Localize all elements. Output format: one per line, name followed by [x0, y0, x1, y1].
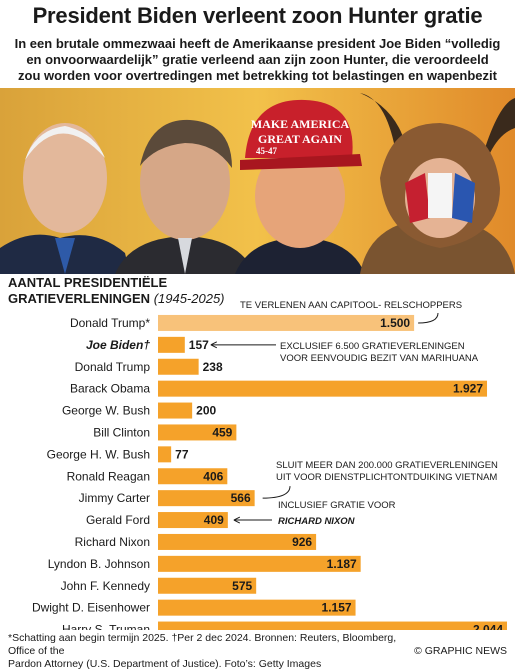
bar: [158, 533, 317, 550]
bar: [158, 380, 488, 397]
category-label: John F. Kennedy: [61, 579, 150, 593]
category-label: Barack Obama: [70, 382, 150, 396]
category-label: Dwight D. Eisenhower: [32, 601, 150, 615]
bar: [158, 512, 228, 529]
subtitle-line: zou worden voor overtredingen met betrek…: [18, 68, 497, 83]
bar: [158, 555, 361, 572]
value-label: 77: [175, 447, 189, 461]
bar: [158, 577, 257, 594]
chart-heading-line2: GRATIEVERLENINGEN: [8, 291, 151, 306]
annotation-text: TE VERLENEN AAN CAPITOOL- RELSCHOPPERS: [240, 300, 462, 311]
annotation-text: RICHARD NIXON: [278, 516, 356, 527]
bar: [158, 336, 185, 353]
chart-heading-line1: AANTAL PRESIDENTIËLE: [8, 275, 168, 290]
annotation-arrow: [262, 486, 291, 499]
value-label: 1.157: [322, 601, 352, 615]
rioter-portrait: [360, 93, 515, 274]
bar: [158, 358, 199, 375]
category-label: Harry S. Truman: [62, 623, 150, 630]
photo-strip: MAKE AMERICA GREAT AGAIN 45-47: [0, 88, 515, 274]
category-label: Joe Biden†: [86, 338, 150, 352]
chart-heading-line2-row: GRATIEVERLENINGEN (1945-2025): [8, 291, 225, 307]
value-label: 926: [292, 535, 312, 549]
annotation-text: UIT VOOR DIENSTPLICHTONTDUIKING VIETNAM: [276, 472, 497, 483]
value-label: 1.927: [453, 382, 483, 396]
value-label: 1.500: [380, 316, 410, 330]
annotation-arrow: [418, 312, 439, 324]
value-label: 1.187: [327, 557, 357, 571]
value-label: 409: [204, 513, 224, 527]
category-label: Jimmy Carter: [79, 491, 150, 505]
annotation-text: EXCLUSIEF 6.500 GRATIEVERLENINGEN: [280, 341, 465, 352]
footer-line2: Pardon Attorney (U.S. Department of Just…: [8, 658, 322, 670]
chart-heading-years: (1945-2025): [153, 291, 225, 306]
annotation-text: SLUIT MEER DAN 200.000 GRATIEVERLENINGEN: [276, 460, 498, 471]
category-label: Ronald Reagan: [67, 469, 150, 483]
annotation-text: VOOR EENVOUDIG BEZIT VAN MARIHUANA: [280, 353, 479, 364]
page-title: President Biden verleent zoon Hunter gra…: [32, 3, 483, 28]
subtitle-line: In een brutale ommezwaai heeft de Amerik…: [14, 36, 501, 51]
chart-heading: AANTAL PRESIDENTIËLE GRATIEVERLENINGEN (…: [8, 275, 225, 307]
category-label: Bill Clinton: [93, 425, 150, 439]
cap-side-text: 45-47: [256, 146, 277, 156]
category-label: Lyndon B. Johnson: [48, 557, 150, 571]
annotation-text: INCLUSIEF GRATIE VOOR: [278, 500, 396, 511]
bar: [158, 599, 356, 616]
cap-text-line1: MAKE AMERICA: [251, 117, 350, 131]
bar: [158, 621, 507, 630]
biden-portrait: [0, 123, 130, 274]
trump-portrait: MAKE AMERICA GREAT AGAIN 45-47: [235, 99, 365, 274]
value-label: 200: [196, 404, 216, 418]
value-label: 566: [231, 491, 251, 505]
subtitle-line: en onvoorwaardelijk” gratie verleend aan…: [26, 52, 489, 67]
value-label: 406: [203, 469, 223, 483]
portrait-photos: MAKE AMERICA GREAT AGAIN 45-47: [0, 88, 515, 274]
annotation-arrow: [233, 516, 272, 524]
subtitle: In een brutale ommezwaai heeft de Amerik…: [10, 36, 505, 84]
footer-line1: *Schatting aan begin termijn 2025. †Per …: [8, 632, 397, 657]
value-label: 2.044: [473, 623, 503, 630]
cap-text-line2: GREAT AGAIN: [258, 132, 342, 146]
bar: [158, 468, 228, 485]
bar: [158, 490, 255, 507]
brand-credit: © GRAPHIC NEWS: [414, 645, 507, 657]
category-label: George H. W. Bush: [47, 447, 150, 461]
footer-notes: *Schatting aan begin termijn 2025. †Per …: [8, 632, 398, 671]
category-label: Donald Trump*: [70, 316, 150, 330]
category-label: Donald Trump: [75, 360, 151, 374]
bar: [158, 314, 415, 331]
hunter-portrait: [115, 119, 255, 274]
category-label: Richard Nixon: [75, 535, 150, 549]
annotation-arrow: [210, 341, 276, 349]
category-label: Gerald Ford: [86, 513, 150, 527]
value-label: 238: [203, 360, 223, 374]
category-label: George W. Bush: [62, 404, 150, 418]
value-label: 157: [189, 338, 209, 352]
bar: [158, 424, 237, 441]
value-label: 575: [232, 579, 252, 593]
value-label: 459: [212, 425, 232, 439]
bar: [158, 402, 193, 419]
bar: [158, 446, 172, 463]
pardons-bar-chart: Donald Trump* 1.500 Joe Biden† 157 Donald Tr…: [32, 300, 507, 630]
